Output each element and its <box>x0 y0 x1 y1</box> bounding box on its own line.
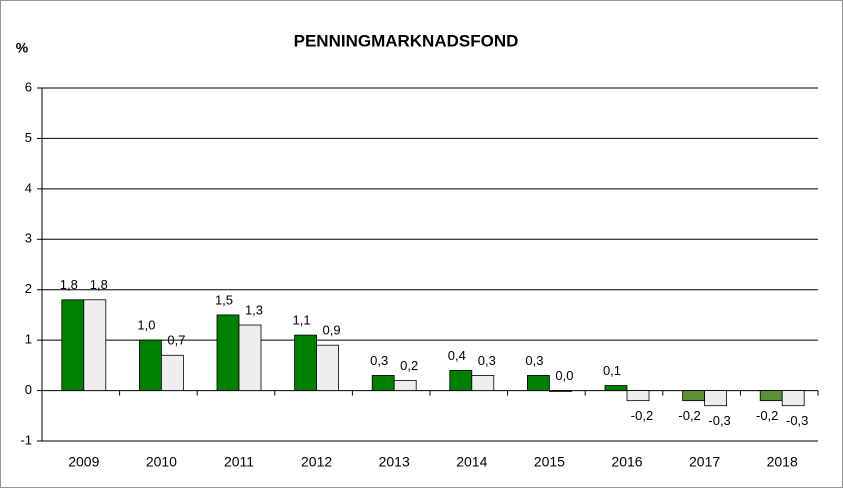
x-tick-label: 2010 <box>146 454 177 470</box>
value-label: 0,1 <box>603 363 621 378</box>
value-label: 0,7 <box>167 333 185 348</box>
value-label: 0,2 <box>400 358 418 373</box>
bar <box>604 385 628 391</box>
value-label: -0,2 <box>631 408 653 423</box>
value-label: 1,5 <box>215 292 233 307</box>
value-label: 0,9 <box>323 323 341 338</box>
y-axis-label: % <box>16 40 29 56</box>
x-tick-label: 2012 <box>301 454 332 470</box>
bar <box>316 344 340 391</box>
y-tick-label: 2 <box>25 281 32 296</box>
value-label: 0,3 <box>478 353 496 368</box>
y-tick-label: 4 <box>25 180 32 195</box>
x-tick-label: 2015 <box>534 454 565 470</box>
x-tick-label: 2009 <box>68 454 99 470</box>
bar <box>549 390 572 392</box>
bar <box>371 375 395 391</box>
bar <box>393 380 417 391</box>
value-label: 1,3 <box>245 302 263 317</box>
x-tick-label: 2013 <box>379 454 410 470</box>
value-label: 0,3 <box>525 353 543 368</box>
bar <box>61 299 85 391</box>
y-tick-label: 6 <box>25 79 32 94</box>
bar <box>781 390 805 407</box>
bar <box>704 390 727 407</box>
x-tick-label: 2016 <box>611 454 642 470</box>
bar <box>682 390 705 402</box>
x-tick-label: 2011 <box>224 454 254 470</box>
value-label: -0,2 <box>756 408 778 423</box>
value-label: 1,1 <box>293 313 311 328</box>
bar <box>138 339 162 391</box>
y-tick-label: 3 <box>25 231 32 246</box>
bar <box>160 354 184 391</box>
value-label: 1,8 <box>90 277 108 292</box>
x-tick-label: 2014 <box>456 454 487 470</box>
x-tick-label: 2017 <box>689 454 720 470</box>
x-tick-label: 2018 <box>767 454 798 470</box>
value-label: 1,0 <box>137 318 155 333</box>
chart-title: PENNINGMARKNADSFOND <box>294 31 519 50</box>
value-label: 0,0 <box>555 368 573 383</box>
value-label: 1,8 <box>60 277 78 292</box>
value-label: -0,3 <box>786 413 808 428</box>
bar <box>527 375 550 391</box>
bar <box>83 299 107 391</box>
bar <box>238 324 262 391</box>
bar <box>216 314 240 391</box>
y-tick-label: 0 <box>25 382 32 397</box>
value-label: -0,2 <box>678 408 700 423</box>
value-label: 0,4 <box>448 348 466 363</box>
bar <box>449 369 473 391</box>
y-tick-label: -1 <box>20 432 32 447</box>
value-label: 0,3 <box>370 353 388 368</box>
bar <box>294 334 318 391</box>
value-label: -0,3 <box>708 413 730 428</box>
bar <box>626 390 650 402</box>
bar <box>759 390 783 402</box>
y-tick-label: 1 <box>25 332 32 347</box>
bar <box>471 375 495 391</box>
y-tick-label: 5 <box>25 130 32 145</box>
